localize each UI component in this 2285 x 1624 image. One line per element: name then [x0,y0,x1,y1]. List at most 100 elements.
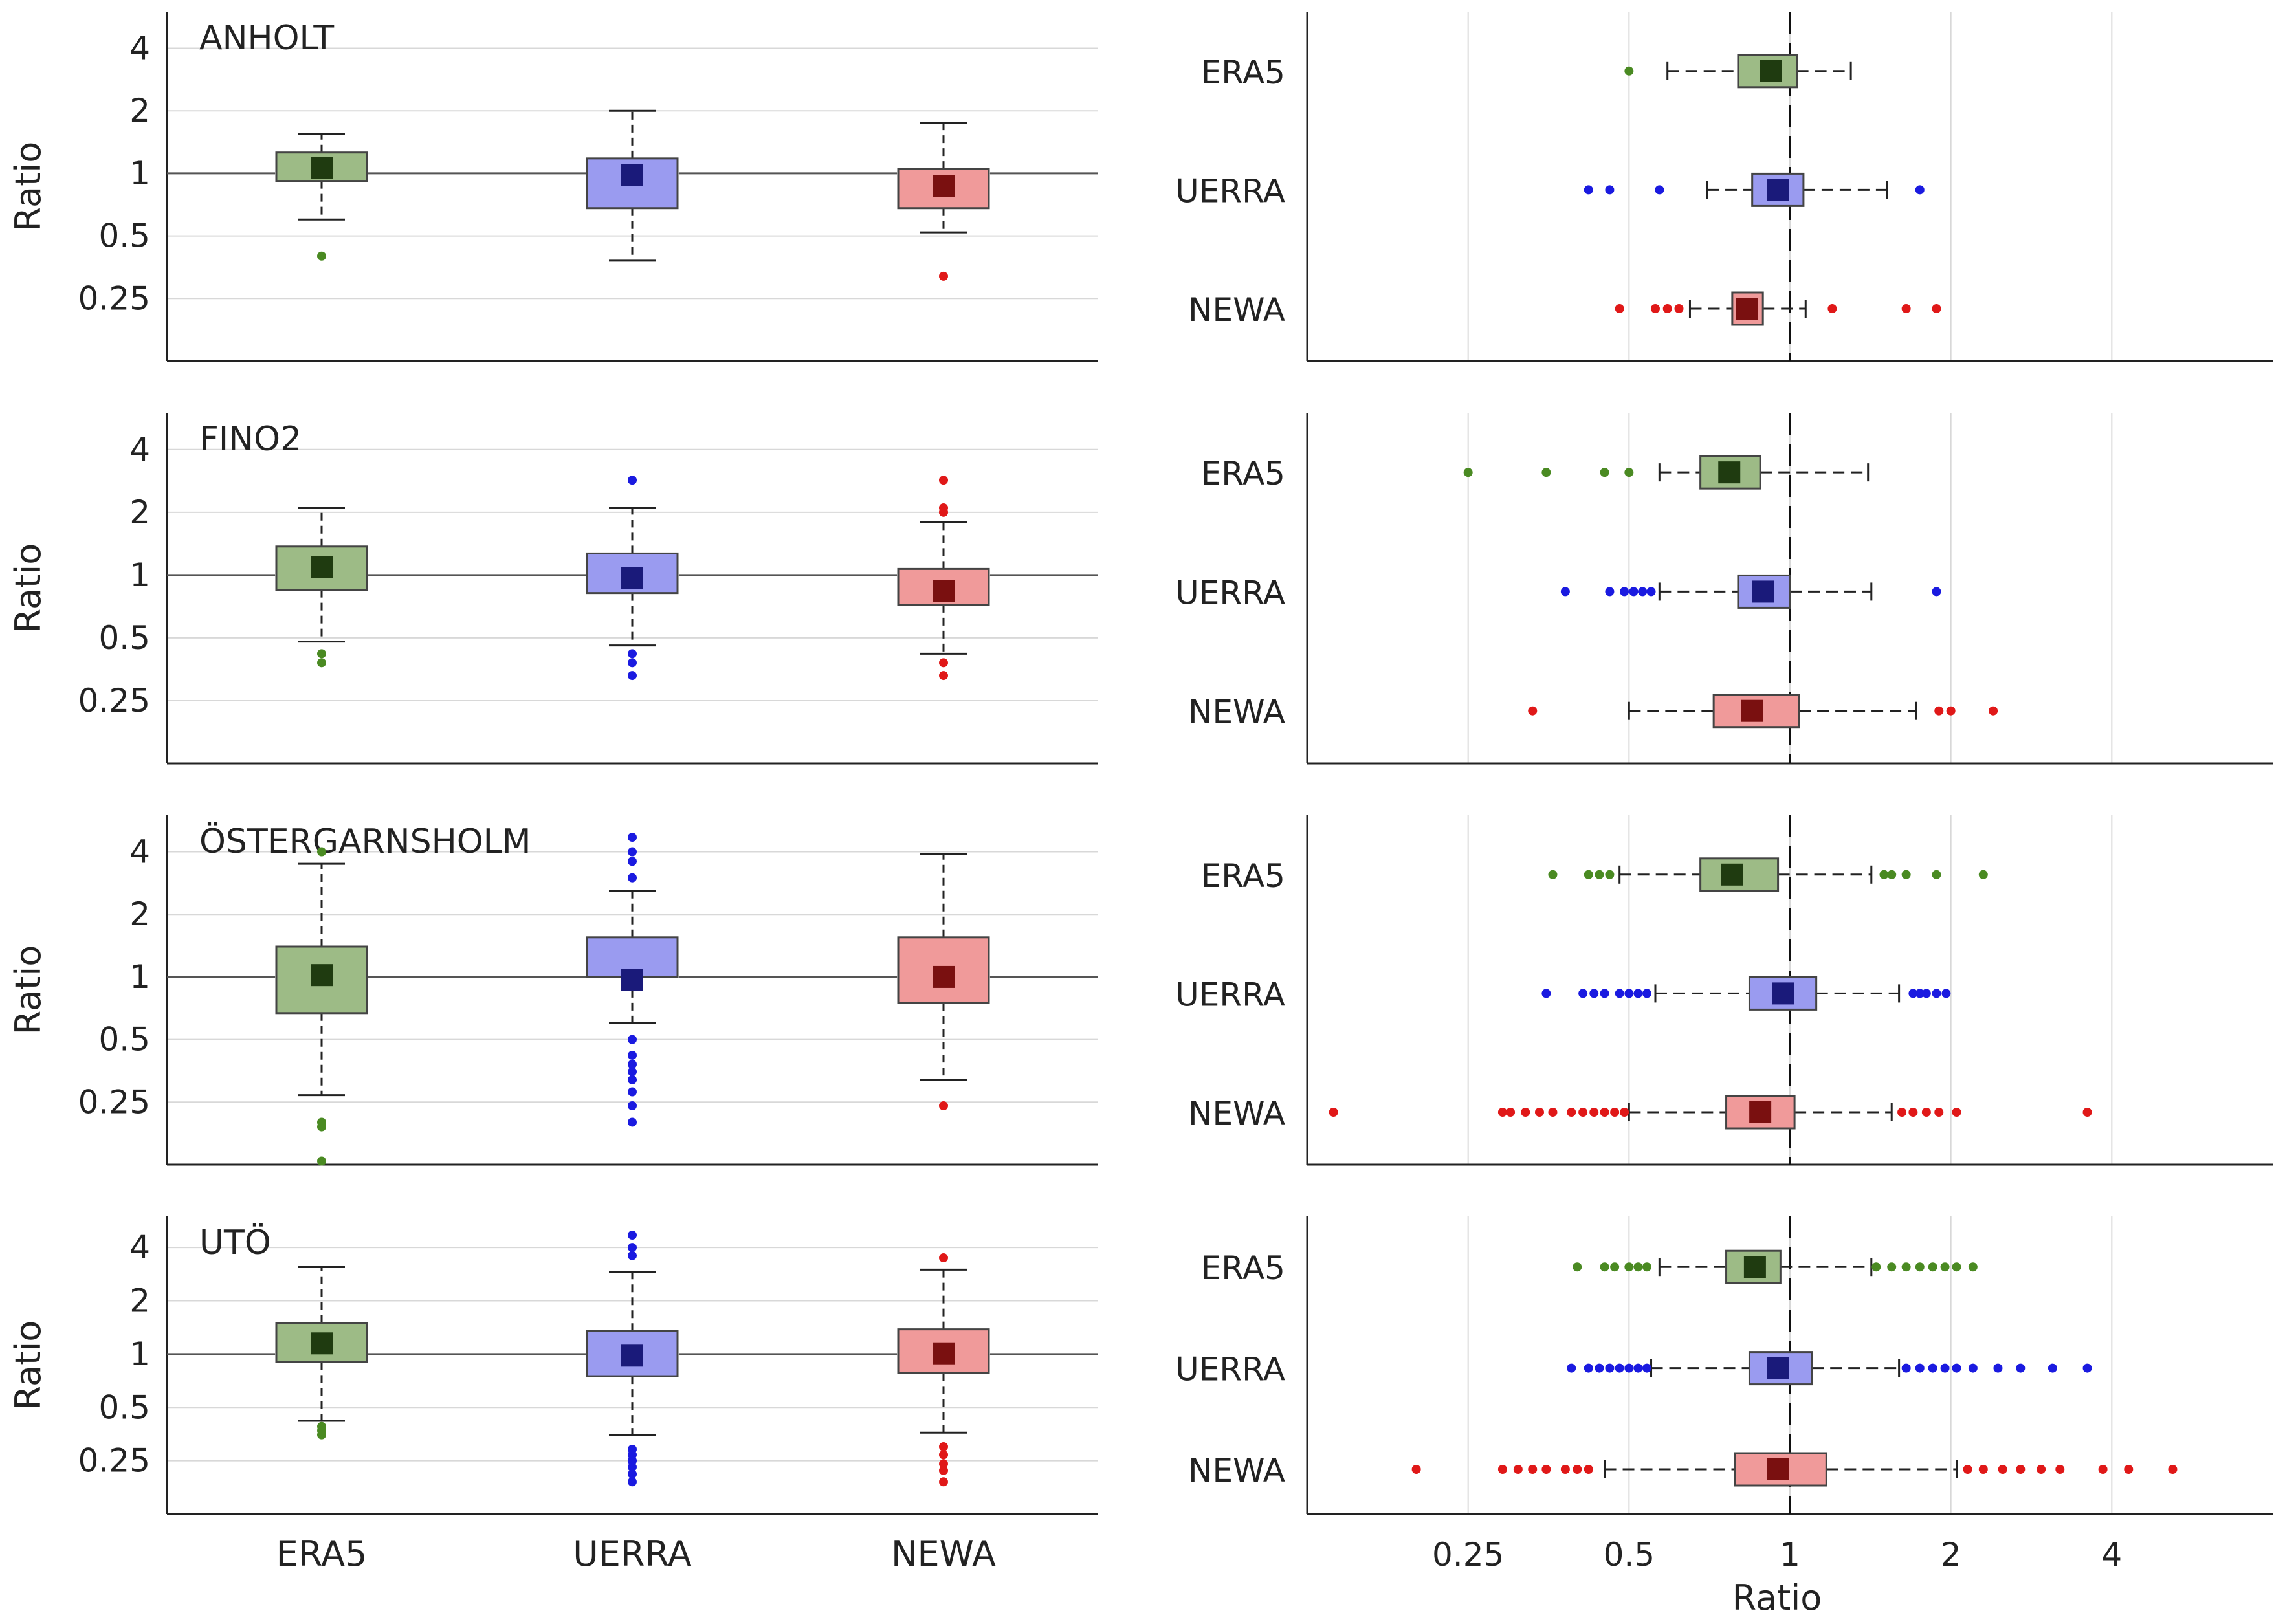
outlier-point [939,658,948,668]
outlier-point [1589,1108,1599,1117]
outlier-point [1897,1108,1907,1117]
outlier-point [1633,1363,1643,1373]
outlier-point [1901,1363,1911,1373]
y-tick-label: UERRA [1175,976,1285,1013]
box-era5: ERA5 [1201,1249,1978,1287]
outlier-point [1624,989,1634,998]
median-marker [1721,863,1743,886]
outlier-point [1624,1262,1634,1272]
panel-title: FINO2 [199,420,302,459]
outlier-point [2124,1465,2134,1474]
outlier-point [1548,1108,1558,1117]
outlier-point [1615,989,1624,998]
outlier-point [1638,587,1648,597]
outlier-point [1901,304,1911,313]
x-tick-label: 1 [1780,1536,1800,1574]
median-marker [1736,298,1758,320]
outlier-point [1879,870,1889,879]
outlier-point [1871,1262,1881,1272]
y-tick-label: 0.5 [98,1388,150,1426]
panel-title: ANHOLT [199,19,334,58]
y-tick-label: 4 [129,30,150,67]
x-tick-label: UERRA [573,1533,691,1574]
y-axis-label: Ratio [8,1321,49,1410]
y-tick-label: 1 [129,155,150,192]
outlier-point [1989,706,1998,716]
outlier-point [1963,1465,1972,1474]
x-tick-label: 0.25 [1432,1536,1504,1574]
panel-title: ÖSTERGARNSHOLM [199,822,531,861]
left-panel-anholt: 0.25 0.5 1 2 4 Ratio ANHOLT [8,12,1098,362]
outlier-point [1993,1363,2003,1373]
outlier-point [317,1117,326,1127]
box-body [275,945,368,1015]
outlier-point [1650,304,1660,313]
outlier-point [1411,1465,1421,1474]
outlier-point [2082,1363,2092,1373]
outlier-point [1633,989,1643,998]
median-marker [1752,580,1774,603]
median-marker [1767,179,1789,201]
outlier-point [628,658,637,668]
box-uerra: UERRA [1175,1351,2092,1388]
outlier-point [2016,1363,2026,1373]
y-tick-label: 0.5 [98,619,150,657]
outlier-point [1567,1108,1576,1117]
outlier-point [1633,1262,1643,1272]
outlier-point [1968,1262,1978,1272]
outlier-point [1928,1262,1937,1272]
outlier-point [628,1231,637,1240]
median-marker [933,965,955,988]
outlier-point [1578,989,1588,998]
outlier-point [2016,1465,2026,1474]
outlier-point [2037,1465,2046,1474]
median-marker [1718,461,1741,484]
median-marker [1772,982,1794,1005]
box-uerra [586,1231,679,1487]
outlier-point [1497,1465,1507,1474]
box-newa: NEWA [1188,1095,2092,1132]
y-tick-label: 0.25 [78,1442,150,1480]
right-panel-anholt: ERA5 UERRA NEWA [1175,12,2273,362]
median-marker [933,580,955,602]
outlier-point [2055,1465,2065,1474]
outlier-point [2168,1465,2178,1474]
y-axis-label: Ratio [8,945,49,1035]
box-uerra: UERRA [1175,574,1941,611]
outlier-point [628,847,637,857]
median-marker [933,175,955,197]
outlier-point [1610,1262,1620,1272]
x-axis-label: Ratio [1732,1577,1822,1618]
outlier-point [1560,1465,1570,1474]
outlier-point [939,1477,948,1487]
outlier-point [1915,1262,1925,1272]
box-newa [897,476,990,681]
outlier-point [939,671,948,681]
outlier-point [939,1253,948,1263]
outlier-point [1624,1363,1634,1373]
box-uerra: UERRA [1175,976,1951,1013]
y-tick-label: 0.5 [98,1021,150,1059]
outlier-point [628,1087,637,1097]
y-tick-label: 0.5 [98,217,150,255]
outlier-point [317,1421,326,1431]
right-panel-uto: ERA5 UERRA NEWA 0.25 0.5 1 2 4 Ratio [1175,1216,2273,1618]
outlier-point [317,251,326,261]
outlier-point [1662,304,1672,313]
outlier-point [1932,304,1941,313]
outlier-point [1605,185,1615,195]
y-tick-label: 2 [129,92,150,129]
outlier-point [1887,1262,1897,1272]
outlier-point [939,1101,948,1111]
box-era5 [275,133,368,261]
outlier-point [1624,468,1634,477]
outlier-point [1629,587,1639,597]
outlier-point [1615,304,1624,313]
outlier-point [628,476,637,485]
y-tick-label: UERRA [1175,574,1285,611]
outlier-point [628,1469,637,1479]
outlier-point [1941,989,1951,998]
outlier-point [1573,1465,1582,1474]
box-uerra [586,833,679,1127]
median-marker [933,1342,955,1365]
